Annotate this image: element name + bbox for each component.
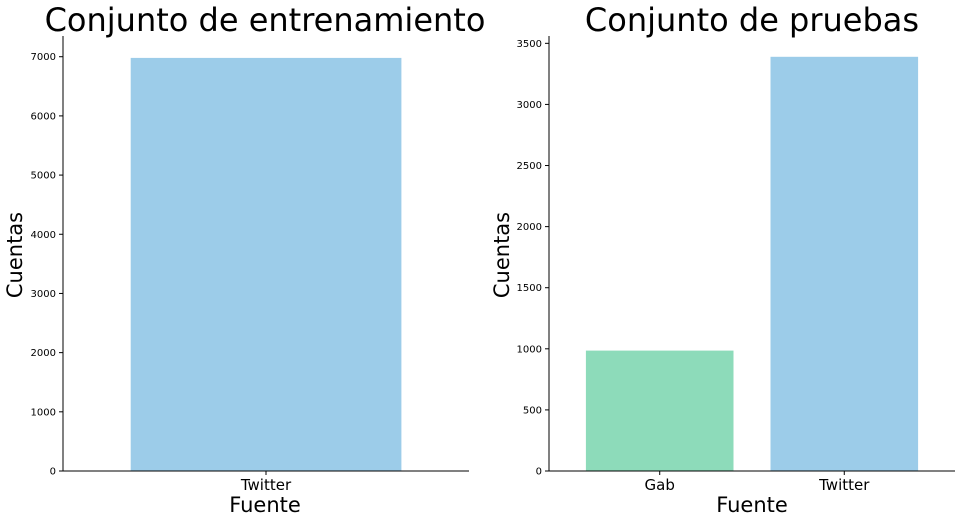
y-tick-label: 2000 [31, 348, 56, 359]
y-tick-label: 500 [523, 405, 542, 416]
chart-title: Conjunto de pruebas [585, 1, 919, 39]
chart-title: Conjunto de entrenamiento [45, 1, 486, 39]
y-tick-label: 2500 [517, 161, 542, 172]
y-tick-label: 6000 [31, 111, 56, 122]
chart-test: Conjunto de pruebas Fuente Cuentas 0 500 1… [490, 1, 955, 517]
y-tick-label: 7000 [31, 52, 56, 63]
y-tick-label: 0 [50, 467, 56, 478]
y-tick-label: 5000 [31, 171, 56, 182]
y-ticks: 0 1000 2000 3000 4000 5000 6000 7000 [31, 52, 63, 478]
y-axis-label: Cuentas [490, 212, 514, 298]
x-tick-label: Twitter [818, 476, 870, 494]
x-tick-label: Gab [645, 476, 675, 494]
y-tick-label: 1500 [517, 283, 542, 294]
x-tick-label: Twitter [240, 476, 292, 494]
chart-training: Conjunto de entrenamiento Fuente Cuentas… [3, 1, 485, 517]
x-axis-label: Fuente [716, 493, 788, 517]
bar-twitter [130, 57, 402, 472]
y-axis-label: Cuentas [3, 212, 27, 298]
x-ticks: Gab Twitter [645, 471, 870, 494]
y-tick-label: 3000 [31, 289, 56, 300]
y-tick-label: 0 [536, 467, 542, 478]
bar-gab [585, 350, 734, 471]
y-tick-label: 2000 [517, 222, 542, 233]
y-tick-label: 1000 [31, 407, 56, 418]
y-tick-label: 4000 [31, 230, 56, 241]
y-tick-label: 3000 [517, 100, 542, 111]
y-ticks: 0 500 1000 1500 2000 2500 3000 3500 [517, 39, 549, 478]
y-tick-label: 1000 [517, 344, 542, 355]
y-tick-label: 3500 [517, 39, 542, 50]
x-axis-label: Fuente [229, 493, 301, 517]
x-ticks: Twitter [240, 471, 292, 494]
bar-twitter [770, 56, 919, 472]
bars [585, 56, 919, 472]
bars [130, 57, 402, 472]
